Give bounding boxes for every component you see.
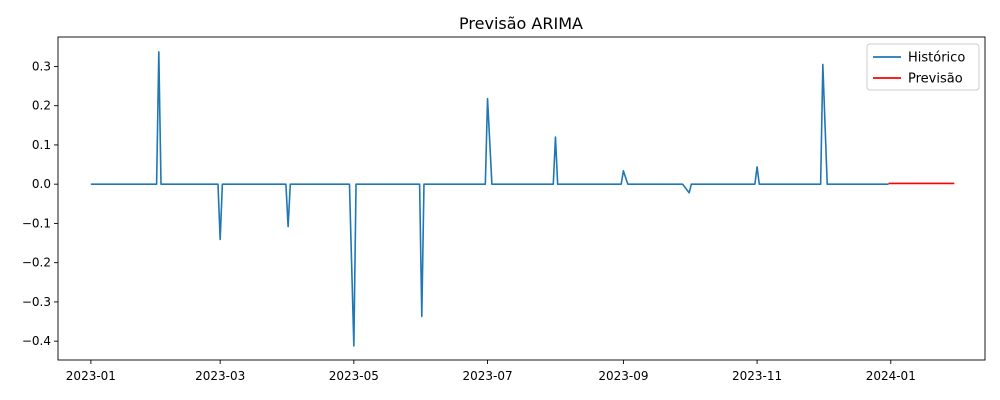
series-line-0 (90, 51, 889, 347)
plot-area (90, 51, 955, 347)
y-tick-label: −0.2 (22, 256, 51, 270)
x-tick-label: 2024-01 (866, 369, 916, 383)
x-tick-label: 2023-05 (329, 369, 379, 383)
axes: 2023-01 2023-03 2023-05 2023-07 2023-09 2023-… (22, 36, 986, 383)
x-tick-label: 2023-01 (66, 369, 116, 383)
y-tick-label: 0.0 (32, 177, 51, 191)
plot-frame (57, 36, 986, 361)
y-tick-label: −0.4 (22, 334, 51, 348)
x-tick-label: 2023-09 (598, 369, 648, 383)
y-tick-label: 0.3 (32, 59, 51, 73)
legend-label: Previsão (908, 72, 963, 87)
x-tick-label: 2023-11 (732, 369, 782, 383)
y-tick-label: −0.3 (22, 295, 51, 309)
y-tick-label: 0.2 (32, 99, 51, 113)
y-tick-label: 0.1 (32, 138, 51, 152)
x-tick-label: 2023-07 (462, 369, 512, 383)
legend: Histórico Previsão (866, 43, 980, 91)
legend-label: Histórico (908, 51, 965, 66)
y-tick-label: −0.1 (22, 216, 51, 230)
chart-title: Previsão ARIMA (459, 14, 583, 33)
x-tick-label: 2023-03 (195, 369, 245, 383)
